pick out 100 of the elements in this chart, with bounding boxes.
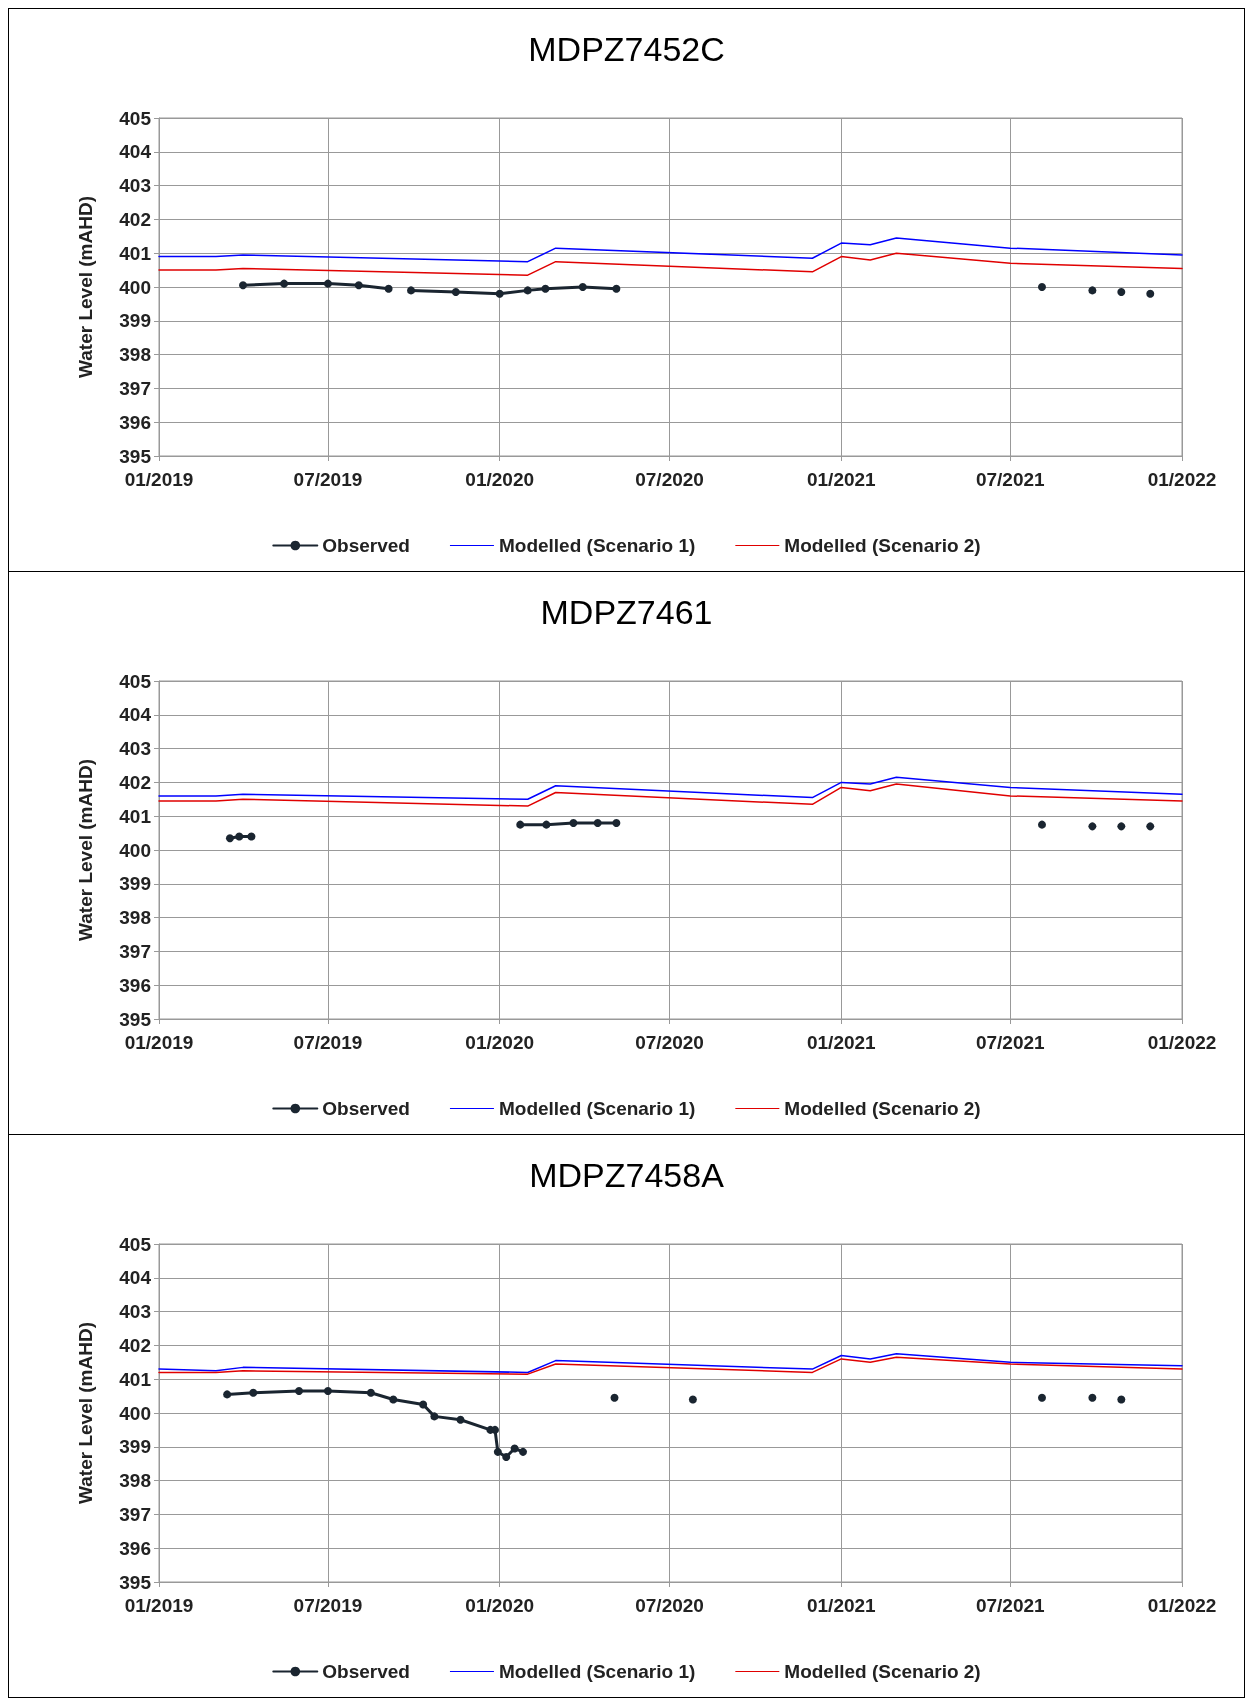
- point: [1088, 286, 1097, 295]
- y-tick-label: 396: [119, 1537, 151, 1559]
- point: [541, 284, 550, 293]
- x-tick-label: 01/2021: [806, 1032, 877, 1053]
- point: [323, 279, 332, 288]
- point: [519, 1447, 528, 1456]
- y-tick-label: 399: [119, 1436, 151, 1458]
- y-tick-label: 396: [119, 411, 151, 433]
- legend-label: Modelled (Scenario 1): [498, 535, 696, 556]
- y-tick-label: 405: [119, 107, 152, 129]
- legend-label: Observed: [322, 1661, 410, 1682]
- x-tick-label: 01/2019: [124, 1032, 194, 1053]
- x-tick-label: 07/2020: [635, 1595, 704, 1616]
- x-tick-label: 07/2021: [975, 1032, 1046, 1053]
- legend-label: Modelled (Scenario 2): [784, 1098, 981, 1119]
- legend-label: Observed: [322, 535, 410, 556]
- y-tick-label: 403: [119, 738, 151, 760]
- chart-title: MDPZ7452C: [528, 30, 725, 68]
- x-tick-label: 07/2020: [635, 469, 704, 490]
- y-tick-label: 400: [119, 1402, 151, 1424]
- y-axis-title: Water Level (mAHD): [75, 1322, 96, 1504]
- x-tick-label: 01/2020: [465, 1032, 535, 1053]
- y-tick-label: 398: [119, 344, 151, 366]
- chart-title: MDPZ7461: [540, 593, 713, 631]
- point: [1038, 1393, 1046, 1402]
- point: [495, 289, 504, 298]
- x-tick-label: 01/2021: [806, 1595, 877, 1616]
- x-tick-label: 07/2021: [975, 1595, 1046, 1616]
- legend-label: Modelled (Scenario 1): [498, 1098, 696, 1119]
- point: [1038, 283, 1046, 291]
- x-tick-label: 07/2019: [293, 469, 363, 490]
- point: [456, 1415, 465, 1424]
- y-tick-label: 405: [119, 670, 152, 692]
- y-tick-label: 402: [119, 771, 151, 793]
- point: [578, 283, 587, 291]
- y-tick-label: 399: [119, 310, 151, 332]
- point: [1117, 1395, 1126, 1404]
- y-tick-label: 400: [119, 276, 151, 298]
- point: [523, 286, 532, 295]
- point: [354, 281, 363, 290]
- x-tick-label: 01/2022: [1147, 1032, 1217, 1053]
- y-tick-label: 402: [119, 1334, 151, 1356]
- x-tick-label: 07/2019: [293, 1595, 363, 1616]
- y-tick-label: 397: [119, 940, 151, 962]
- y-tick-label: 403: [119, 1301, 151, 1323]
- y-tick-label: 404: [119, 704, 152, 726]
- point: [389, 1395, 398, 1404]
- y-tick-label: 401: [119, 242, 152, 264]
- point: [610, 1393, 619, 1402]
- x-tick-label: 01/2019: [124, 1595, 194, 1616]
- point: [239, 281, 248, 290]
- point: [612, 284, 621, 293]
- x-tick-label: 01/2021: [806, 469, 877, 490]
- y-axis-title: Water Level (mAHD): [75, 759, 96, 941]
- point: [1117, 288, 1126, 297]
- x-tick-label: 07/2020: [635, 1032, 704, 1053]
- point: [366, 1388, 375, 1397]
- chart-title: MDPZ7458A: [529, 1156, 725, 1194]
- x-tick-label: 07/2019: [293, 1032, 363, 1053]
- y-tick-label: 398: [119, 907, 151, 929]
- y-tick-label: 397: [119, 1503, 151, 1525]
- y-tick-label: 405: [119, 1233, 152, 1255]
- legend-label: Observed: [322, 1098, 410, 1119]
- x-tick-label: 07/2021: [975, 469, 1046, 490]
- y-tick-label: 403: [119, 175, 151, 197]
- y-tick-label: 402: [119, 208, 151, 230]
- point: [1088, 1393, 1097, 1402]
- y-tick-label: 399: [119, 873, 151, 895]
- y-tick-label: 395: [119, 445, 152, 467]
- point: [451, 288, 460, 297]
- y-tick-label: 401: [119, 1368, 152, 1390]
- y-tick-label: 404: [119, 141, 152, 163]
- point: [280, 279, 289, 288]
- point: [249, 1388, 258, 1397]
- y-tick-label: 400: [119, 839, 151, 861]
- point: [493, 1447, 502, 1456]
- y-tick-label: 395: [119, 1008, 152, 1030]
- y-tick-label: 404: [119, 1267, 152, 1289]
- x-tick-label: 01/2022: [1147, 469, 1217, 490]
- x-tick-label: 01/2020: [465, 469, 535, 490]
- y-tick-label: 401: [119, 805, 152, 827]
- point: [407, 286, 416, 295]
- point: [502, 1452, 511, 1461]
- point: [1146, 289, 1155, 298]
- point: [419, 1400, 428, 1409]
- y-axis-title: Water Level (mAHD): [75, 196, 96, 378]
- legend-label: Modelled (Scenario 1): [498, 1661, 696, 1682]
- legend-label: Modelled (Scenario 2): [784, 535, 981, 556]
- x-tick-label: 01/2019: [124, 469, 194, 490]
- point: [430, 1412, 439, 1421]
- point: [323, 1387, 332, 1396]
- point: [223, 1390, 232, 1399]
- point: [491, 1425, 500, 1434]
- x-tick-label: 01/2022: [1147, 1595, 1217, 1616]
- x-tick-label: 01/2020: [465, 1595, 535, 1616]
- y-tick-label: 395: [119, 1571, 152, 1593]
- point: [295, 1387, 304, 1396]
- legend-label: Modelled (Scenario 2): [784, 1661, 981, 1682]
- point: [510, 1444, 519, 1453]
- y-tick-label: 398: [119, 1470, 151, 1492]
